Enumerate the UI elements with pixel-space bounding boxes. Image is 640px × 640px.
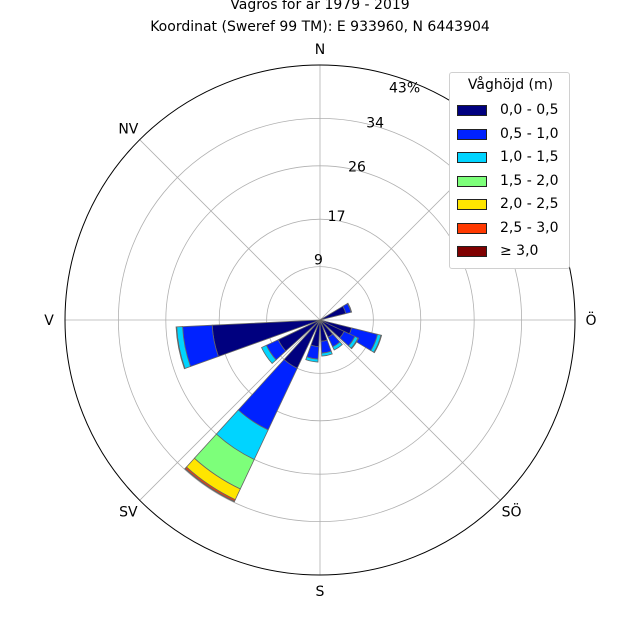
rose-bar-s6-b2 [261,344,277,365]
grid-spoke-7 [139,139,321,321]
radial-tick-label-0: 9 [314,253,323,269]
rose-bar-s3-b2 [321,350,333,357]
rose-bar-s1-b3 [350,337,360,350]
direction-label-0: N [315,42,325,58]
rose-bar-s7-b3 [175,326,186,370]
legend-label-0: 0,0 - 0,5 [500,102,559,118]
legend-swatch-3 [457,175,487,187]
chart-title: Vågros för år 1979 - 2019 [230,0,410,13]
rose-bar-s2-b2 [332,341,343,351]
legend-swatch-6 [457,246,487,257]
legend-entry-5: 2,5 - 3,0 [457,220,569,238]
legend-swatch-0 [457,105,487,116]
legend-title: Våghöjd (m) [467,77,554,93]
rose-bar-s4-b2 [305,356,319,363]
legend-label-1: 0,5 - 1,0 [500,125,559,142]
legend-swatch-5 [457,222,487,234]
legend-entry-3: 1,5 - 2,0 [457,173,569,191]
radial-tick-label-4: 43% [389,80,420,96]
rose-bar-s5-b6 [184,467,236,503]
radial-tick-label-2: 26 [348,160,366,176]
grid-spoke-5 [139,319,321,501]
legend-entry-1: 0,5 - 1,0 [457,126,569,144]
polar-grid [64,64,576,576]
legend-label-4: 2,0 - 2,5 [500,196,559,212]
legend-entry-2: 1,0 - 1,5 [457,149,569,167]
legend-label-6: ≥ 3,0 [500,243,539,259]
legend: Våghöjd (m) 0,0 - 0,5 0,5 - 1,0 1,0 - 1,5 1… [449,72,570,269]
rose-bar-s8-b0 [319,305,347,321]
direction-label-6: V [44,313,54,329]
legend-label-5: 2,5 - 3,0 [500,219,559,236]
legend-label-3: 1,5 - 2,0 [500,172,559,189]
direction-label-3: SÖ [502,503,522,521]
legend-label-2: 1,0 - 1,5 [500,149,559,165]
legend-entry-0: 0,0 - 0,5 [457,102,569,120]
legend-swatch-1 [457,128,487,140]
outer-boundary [64,64,576,576]
rose-bar-s3-b1 [320,339,332,354]
legend-entry-6: ≥ 3,0 [457,243,569,261]
rose-bar-s0-b3 [373,334,383,354]
rose-bar-s4-b1 [306,344,320,360]
rose-sectors [175,302,383,503]
rose-bar-s8-b2 [346,302,353,313]
legend-swatch-2 [457,152,487,163]
legend-entry-4: 2,0 - 2,5 [457,196,569,214]
legend-swatch-4 [457,199,487,210]
grid-spoke-3 [319,319,501,501]
direction-label-7: NV [118,121,138,137]
direction-label-2: Ö [585,311,596,329]
chart-subtitle: Koordinat (Sweref 99 TM): E 933960, N 64… [150,19,490,35]
direction-label-5: SV [119,505,138,521]
radial-tick-label-3: 34 [366,116,384,132]
radial-tick-label-1: 17 [328,209,346,225]
direction-label-4: S [316,584,325,600]
